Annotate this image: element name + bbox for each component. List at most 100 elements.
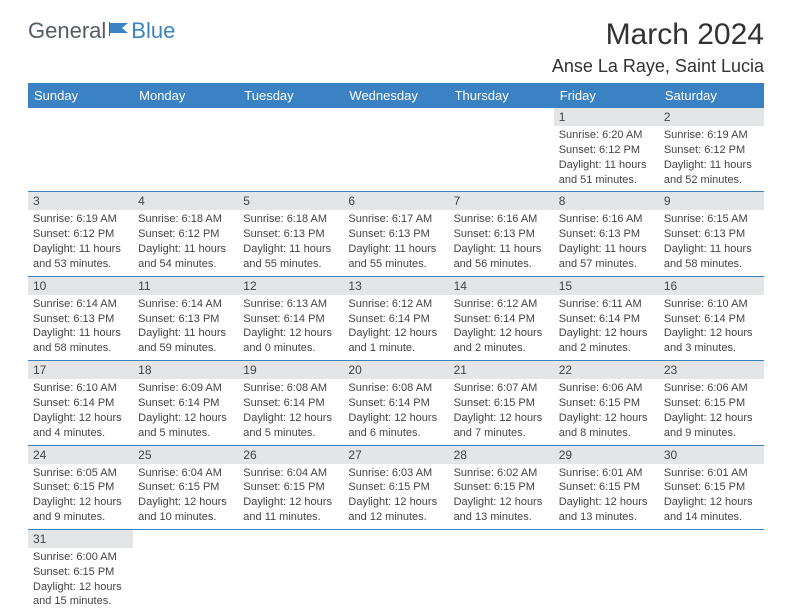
cell-line: Daylight: 11 hours xyxy=(33,326,128,341)
day-cell: 26Sunrise: 6:04 AMSunset: 6:15 PMDayligh… xyxy=(238,445,343,529)
cell-line: Daylight: 11 hours xyxy=(348,242,443,257)
logo-text-general: General xyxy=(28,18,106,44)
day-number: 1 xyxy=(554,108,659,126)
cell-line: Daylight: 12 hours xyxy=(348,326,443,341)
cell-line: Sunrise: 6:15 AM xyxy=(664,212,759,227)
cell-line: and 4 minutes. xyxy=(33,426,128,441)
cell-line: Sunset: 6:13 PM xyxy=(664,227,759,242)
cell-line: Sunrise: 6:03 AM xyxy=(348,466,443,481)
cell-line: Sunrise: 6:13 AM xyxy=(243,297,338,312)
cell-line: Sunrise: 6:02 AM xyxy=(454,466,549,481)
cell-line: Sunrise: 6:04 AM xyxy=(138,466,233,481)
day-cell: 1Sunrise: 6:20 AMSunset: 6:12 PMDaylight… xyxy=(554,108,659,192)
day-cell: 25Sunrise: 6:04 AMSunset: 6:15 PMDayligh… xyxy=(133,445,238,529)
cell-line: and 6 minutes. xyxy=(348,426,443,441)
cell-line: Sunrise: 6:08 AM xyxy=(243,381,338,396)
cell-line: Daylight: 12 hours xyxy=(559,495,654,510)
day-cell xyxy=(449,529,554,613)
week-row: 17Sunrise: 6:10 AMSunset: 6:14 PMDayligh… xyxy=(28,361,764,445)
cell-line: Sunset: 6:15 PM xyxy=(33,480,128,495)
cell-line: Daylight: 11 hours xyxy=(243,242,338,257)
cell-line: Daylight: 11 hours xyxy=(664,242,759,257)
day-header: Monday xyxy=(133,83,238,108)
cell-line: Sunrise: 6:18 AM xyxy=(243,212,338,227)
cell-line: and 9 minutes. xyxy=(33,510,128,525)
day-cell xyxy=(659,529,764,613)
day-number: 24 xyxy=(28,446,133,464)
day-cell: 13Sunrise: 6:12 AMSunset: 6:14 PMDayligh… xyxy=(343,276,448,360)
cell-line: Sunset: 6:15 PM xyxy=(454,396,549,411)
cell-line: Sunrise: 6:16 AM xyxy=(559,212,654,227)
day-number: 28 xyxy=(449,446,554,464)
cell-line: Sunset: 6:14 PM xyxy=(33,396,128,411)
day-cell: 3Sunrise: 6:19 AMSunset: 6:12 PMDaylight… xyxy=(28,192,133,276)
day-number: 27 xyxy=(343,446,448,464)
cell-line: Daylight: 12 hours xyxy=(243,411,338,426)
day-number: 9 xyxy=(659,192,764,210)
flag-icon xyxy=(108,20,132,43)
day-cell: 10Sunrise: 6:14 AMSunset: 6:13 PMDayligh… xyxy=(28,276,133,360)
cell-line: Sunset: 6:13 PM xyxy=(138,312,233,327)
day-number: 18 xyxy=(133,361,238,379)
day-number: 26 xyxy=(238,446,343,464)
day-cell xyxy=(238,529,343,613)
day-cell: 9 Sunrise: 6:15 AMSunset: 6:13 PMDaylight… xyxy=(659,192,764,276)
day-number: 23 xyxy=(659,361,764,379)
day-number: 4 xyxy=(133,192,238,210)
cell-line: Sunrise: 6:07 AM xyxy=(454,381,549,396)
day-cell: 28Sunrise: 6:02 AMSunset: 6:15 PMDayligh… xyxy=(449,445,554,529)
day-cell: 5Sunrise: 6:18 AMSunset: 6:13 PMDaylight… xyxy=(238,192,343,276)
day-cell xyxy=(133,108,238,192)
cell-line: Sunset: 6:15 PM xyxy=(559,480,654,495)
cell-line: Sunrise: 6:14 AM xyxy=(33,297,128,312)
day-cell xyxy=(28,108,133,192)
day-number: 11 xyxy=(133,277,238,295)
cell-line: Daylight: 12 hours xyxy=(348,411,443,426)
cell-line: Daylight: 12 hours xyxy=(33,580,128,595)
cell-line: Sunset: 6:15 PM xyxy=(33,565,128,580)
cell-line: Sunset: 6:12 PM xyxy=(664,143,759,158)
cell-line: Sunset: 6:12 PM xyxy=(559,143,654,158)
cell-line: Sunrise: 6:11 AM xyxy=(559,297,654,312)
cell-line: and 15 minutes. xyxy=(33,594,128,609)
day-number: 29 xyxy=(554,446,659,464)
cell-line: Daylight: 12 hours xyxy=(138,495,233,510)
cell-line: Daylight: 12 hours xyxy=(33,495,128,510)
day-cell xyxy=(554,529,659,613)
day-cell xyxy=(449,108,554,192)
cell-line: Sunset: 6:14 PM xyxy=(664,312,759,327)
day-header: Wednesday xyxy=(343,83,448,108)
week-row: 31Sunrise: 6:00 AMSunset: 6:15 PMDayligh… xyxy=(28,529,764,613)
day-cell: 21Sunrise: 6:07 AMSunset: 6:15 PMDayligh… xyxy=(449,361,554,445)
day-cell: 8Sunrise: 6:16 AMSunset: 6:13 PMDaylight… xyxy=(554,192,659,276)
month-title: March 2024 xyxy=(552,18,764,52)
cell-line: Sunset: 6:14 PM xyxy=(243,312,338,327)
cell-line: Daylight: 11 hours xyxy=(138,242,233,257)
day-cell: 4Sunrise: 6:18 AMSunset: 6:12 PMDaylight… xyxy=(133,192,238,276)
cell-line: Daylight: 11 hours xyxy=(138,326,233,341)
cell-line: and 58 minutes. xyxy=(664,257,759,272)
cell-line: Sunrise: 6:20 AM xyxy=(559,128,654,143)
cell-line: and 7 minutes. xyxy=(454,426,549,441)
cell-line: and 13 minutes. xyxy=(559,510,654,525)
day-number: 17 xyxy=(28,361,133,379)
cell-line: and 13 minutes. xyxy=(454,510,549,525)
cell-line: Sunset: 6:13 PM xyxy=(348,227,443,242)
day-cell: 31Sunrise: 6:00 AMSunset: 6:15 PMDayligh… xyxy=(28,529,133,613)
day-number: 2 xyxy=(659,108,764,126)
cell-line: Sunset: 6:15 PM xyxy=(559,396,654,411)
cell-line: Sunrise: 6:10 AM xyxy=(664,297,759,312)
cell-line: Sunset: 6:14 PM xyxy=(243,396,338,411)
day-number: 12 xyxy=(238,277,343,295)
week-row: 24Sunrise: 6:05 AMSunset: 6:15 PMDayligh… xyxy=(28,445,764,529)
cell-line: Daylight: 12 hours xyxy=(243,326,338,341)
cell-line: Sunrise: 6:19 AM xyxy=(664,128,759,143)
cell-line: Sunrise: 6:18 AM xyxy=(138,212,233,227)
cell-line: and 11 minutes. xyxy=(243,510,338,525)
cell-line: Daylight: 11 hours xyxy=(454,242,549,257)
day-cell: 14Sunrise: 6:12 AMSunset: 6:14 PMDayligh… xyxy=(449,276,554,360)
cell-line: and 55 minutes. xyxy=(243,257,338,272)
cell-line: Sunset: 6:14 PM xyxy=(348,312,443,327)
cell-line: Daylight: 12 hours xyxy=(454,326,549,341)
day-cell: 2Sunrise: 6:19 AMSunset: 6:12 PMDaylight… xyxy=(659,108,764,192)
